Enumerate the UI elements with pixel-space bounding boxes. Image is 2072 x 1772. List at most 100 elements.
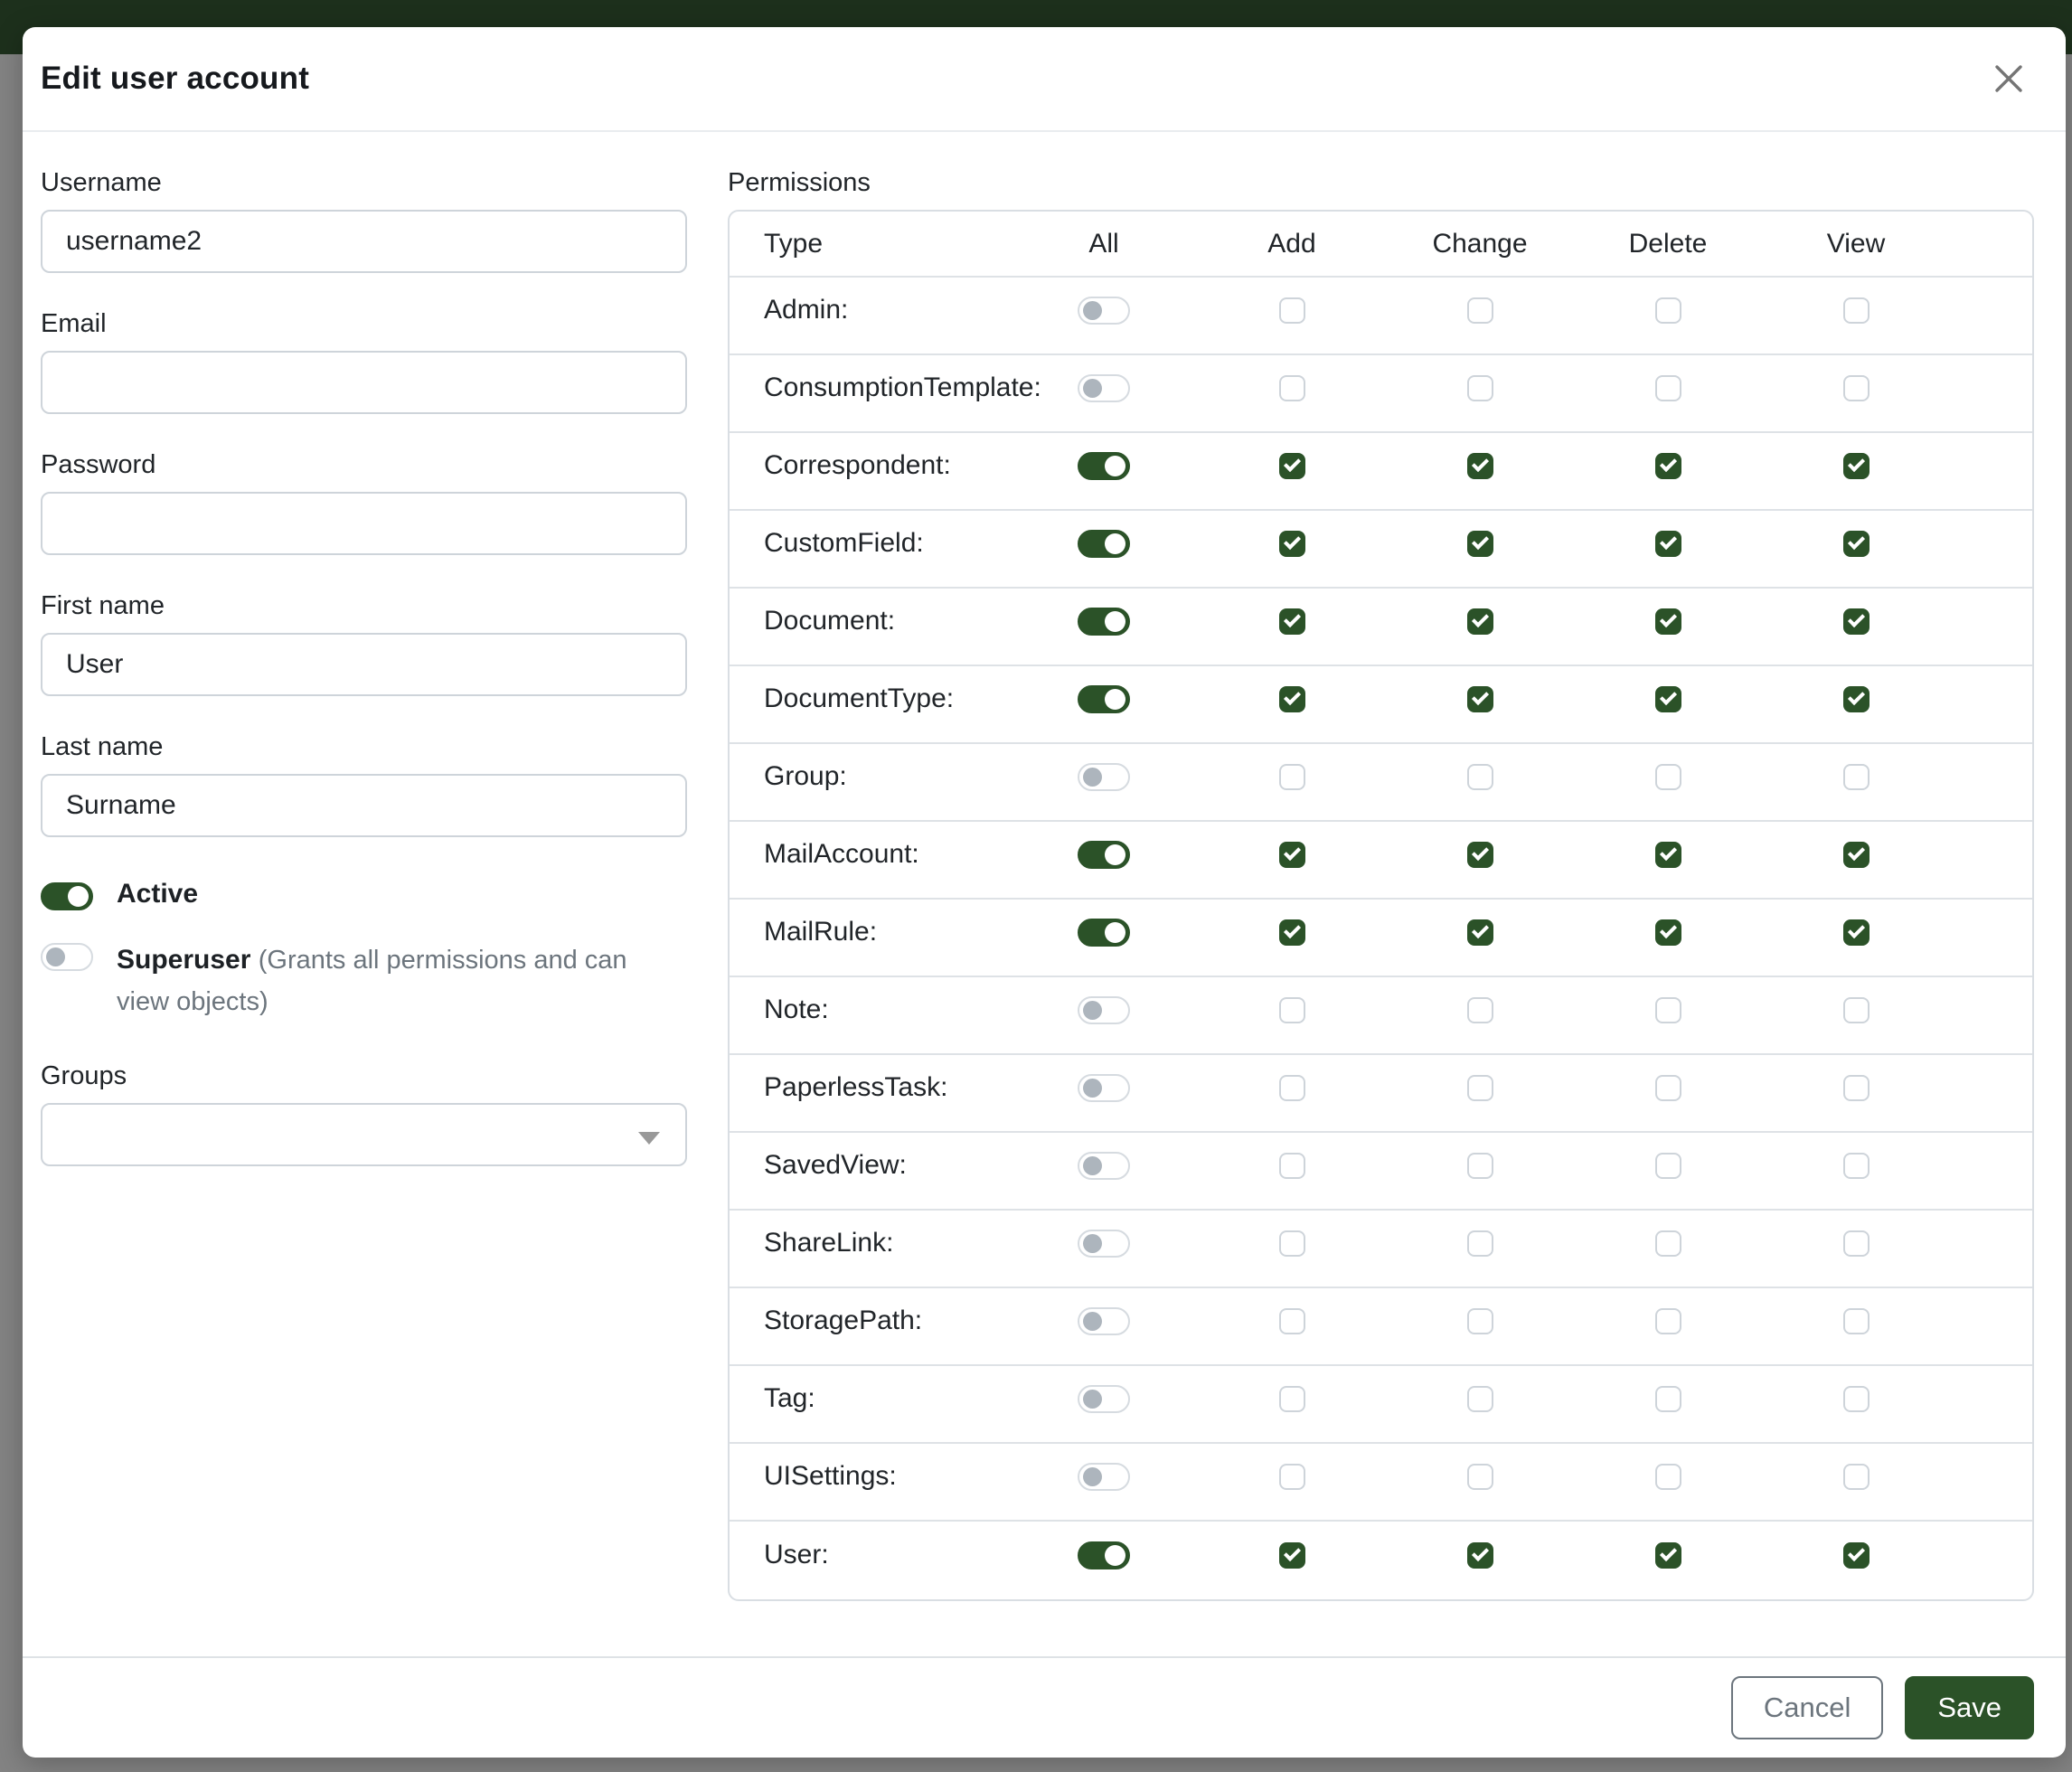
close-button[interactable] [1986, 56, 2031, 101]
first-name-input[interactable] [41, 633, 687, 696]
permission-document-view-checkbox[interactable] [1842, 608, 1870, 635]
permission-tag-add-checkbox[interactable] [1278, 1385, 1305, 1412]
permission-group-all-toggle[interactable] [1078, 762, 1130, 791]
permission-user-view-checkbox[interactable] [1842, 1541, 1870, 1569]
permission-correspondent-all-toggle[interactable] [1078, 451, 1130, 480]
permission-sharelink-delete-checkbox[interactable] [1654, 1230, 1681, 1257]
email-field-group: Email [41, 309, 687, 414]
permission-storagepath-change-checkbox[interactable] [1466, 1307, 1493, 1334]
permission-admin-add-checkbox[interactable] [1278, 297, 1305, 324]
permission-sharelink-change-checkbox[interactable] [1466, 1230, 1493, 1257]
permission-sharelink-all-toggle[interactable] [1078, 1229, 1130, 1258]
permission-group-delete-checkbox[interactable] [1654, 763, 1681, 790]
permission-paperlesstask-add-checkbox[interactable] [1278, 1074, 1305, 1101]
permission-uisettings-delete-checkbox[interactable] [1654, 1463, 1681, 1490]
permission-mailaccount-delete-checkbox[interactable] [1654, 841, 1681, 868]
permission-note-all-toggle[interactable] [1078, 995, 1130, 1024]
permission-admin-view-checkbox[interactable] [1842, 297, 1870, 324]
permission-document-change-checkbox[interactable] [1466, 608, 1493, 635]
permission-paperlesstask-view-checkbox[interactable] [1842, 1074, 1870, 1101]
permission-user-all-toggle[interactable] [1078, 1541, 1130, 1569]
active-toggle[interactable] [41, 881, 93, 910]
permission-correspondent-change-checkbox[interactable] [1466, 452, 1493, 479]
permission-mailrule-all-toggle[interactable] [1078, 918, 1130, 947]
permission-mailrule-delete-checkbox[interactable] [1654, 919, 1681, 946]
permission-tag-view-checkbox[interactable] [1842, 1385, 1870, 1412]
permission-group-change-checkbox[interactable] [1466, 763, 1493, 790]
permission-storagepath-add-checkbox[interactable] [1278, 1307, 1305, 1334]
permission-savedview-add-checkbox[interactable] [1278, 1152, 1305, 1179]
permission-document-add-checkbox[interactable] [1278, 608, 1305, 635]
permissions-label: Permissions [728, 168, 871, 197]
username-input[interactable] [41, 210, 687, 273]
permission-consumptiontemplate-all-toggle[interactable] [1078, 373, 1130, 402]
permission-consumptiontemplate-add-checkbox[interactable] [1278, 374, 1305, 401]
permission-user-delete-checkbox[interactable] [1654, 1541, 1681, 1569]
permission-tag-all-toggle[interactable] [1078, 1384, 1130, 1413]
save-button[interactable]: Save [1905, 1676, 2034, 1739]
permission-user-change-checkbox[interactable] [1466, 1541, 1493, 1569]
permission-sharelink-add-checkbox[interactable] [1278, 1230, 1305, 1257]
superuser-toggle[interactable] [41, 942, 93, 971]
permission-mailrule-change-checkbox[interactable] [1466, 919, 1493, 946]
permission-admin-delete-checkbox[interactable] [1654, 297, 1681, 324]
permission-documenttype-view-checkbox[interactable] [1842, 685, 1870, 712]
permission-uisettings-add-checkbox[interactable] [1278, 1463, 1305, 1490]
permission-admin-change-checkbox[interactable] [1466, 297, 1493, 324]
permission-group-add-checkbox[interactable] [1278, 763, 1305, 790]
permission-note-view-checkbox[interactable] [1842, 996, 1870, 1023]
permission-correspondent-view-checkbox[interactable] [1842, 452, 1870, 479]
groups-select[interactable] [41, 1102, 687, 1166]
permission-uisettings-view-checkbox[interactable] [1842, 1463, 1870, 1490]
permission-documenttype-delete-checkbox[interactable] [1654, 685, 1681, 712]
permission-document-all-toggle[interactable] [1078, 607, 1130, 636]
permission-storagepath-all-toggle[interactable] [1078, 1306, 1130, 1335]
permission-group-view-checkbox[interactable] [1842, 763, 1870, 790]
permission-consumptiontemplate-change-checkbox[interactable] [1466, 374, 1493, 401]
permission-savedview-all-toggle[interactable] [1078, 1151, 1130, 1180]
permission-note-delete-checkbox[interactable] [1654, 996, 1681, 1023]
permission-note-change-checkbox[interactable] [1466, 996, 1493, 1023]
permission-paperlesstask-all-toggle[interactable] [1078, 1073, 1130, 1102]
permission-savedview-delete-checkbox[interactable] [1654, 1152, 1681, 1179]
permission-customfield-delete-checkbox[interactable] [1654, 530, 1681, 557]
permission-uisettings-change-checkbox[interactable] [1466, 1463, 1493, 1490]
permission-document-delete-checkbox[interactable] [1654, 608, 1681, 635]
email-input[interactable] [41, 351, 687, 414]
permission-mailrule-add-checkbox[interactable] [1278, 919, 1305, 946]
permission-consumptiontemplate-delete-checkbox[interactable] [1654, 374, 1681, 401]
permission-user-add-checkbox[interactable] [1278, 1541, 1305, 1569]
permission-uisettings-all-toggle[interactable] [1078, 1462, 1130, 1491]
permission-tag-change-checkbox[interactable] [1466, 1385, 1493, 1412]
permission-documenttype-add-checkbox[interactable] [1278, 685, 1305, 712]
permission-mailaccount-add-checkbox[interactable] [1278, 841, 1305, 868]
permission-mailrule-view-checkbox[interactable] [1842, 919, 1870, 946]
permission-savedview-change-checkbox[interactable] [1466, 1152, 1493, 1179]
permission-paperlesstask-delete-checkbox[interactable] [1654, 1074, 1681, 1101]
permission-correspondent-add-checkbox[interactable] [1278, 452, 1305, 479]
permission-storagepath-view-checkbox[interactable] [1842, 1307, 1870, 1334]
permission-customfield-all-toggle[interactable] [1078, 529, 1130, 558]
permission-customfield-add-checkbox[interactable] [1278, 530, 1305, 557]
permission-tag-delete-checkbox[interactable] [1654, 1385, 1681, 1412]
permission-savedview-view-checkbox[interactable] [1842, 1152, 1870, 1179]
permission-mailaccount-change-checkbox[interactable] [1466, 841, 1493, 868]
permission-customfield-change-checkbox[interactable] [1466, 530, 1493, 557]
permission-row-uisettings: UISettings: [730, 1444, 2032, 1522]
permission-note-add-checkbox[interactable] [1278, 996, 1305, 1023]
password-input[interactable] [41, 492, 687, 555]
cancel-button[interactable]: Cancel [1730, 1676, 1884, 1739]
permission-documenttype-all-toggle[interactable] [1078, 684, 1130, 713]
permission-correspondent-delete-checkbox[interactable] [1654, 452, 1681, 479]
superuser-label: Superuser [117, 944, 251, 975]
permission-mailaccount-view-checkbox[interactable] [1842, 841, 1870, 868]
permission-consumptiontemplate-view-checkbox[interactable] [1842, 374, 1870, 401]
permission-storagepath-delete-checkbox[interactable] [1654, 1307, 1681, 1334]
permission-paperlesstask-change-checkbox[interactable] [1466, 1074, 1493, 1101]
permission-documenttype-change-checkbox[interactable] [1466, 685, 1493, 712]
permission-sharelink-view-checkbox[interactable] [1842, 1230, 1870, 1257]
last-name-input[interactable] [41, 774, 687, 837]
permission-customfield-view-checkbox[interactable] [1842, 530, 1870, 557]
permission-mailaccount-all-toggle[interactable] [1078, 840, 1130, 869]
permission-admin-all-toggle[interactable] [1078, 296, 1130, 325]
